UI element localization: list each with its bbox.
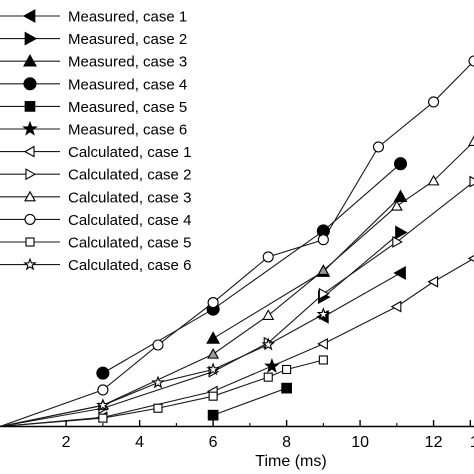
legend-label: Measured, case 2: [68, 31, 187, 48]
series-12-point-5: [261, 337, 276, 351]
series-7-point-6: [427, 275, 439, 288]
legend-label: Calculated, case 6: [68, 257, 191, 274]
series-2-point-2: [395, 225, 408, 240]
legend-label: Calculated, case 4: [68, 212, 191, 229]
legend-label: Calculated, case 2: [68, 167, 191, 184]
series-5-point-2: [281, 382, 292, 394]
legend-marker: [24, 101, 36, 112]
series-10-point-5: [262, 251, 274, 263]
series-4-point-4: [393, 157, 408, 171]
series-6-point-1: [264, 357, 280, 373]
series-11-point-4: [208, 391, 218, 401]
series-7-point-4: [317, 337, 328, 350]
legend-item: Calculated, case 1: [0, 144, 191, 161]
legend-marker: [24, 31, 38, 46]
series-9-point-7: [427, 174, 440, 186]
series-7-point-5: [390, 300, 402, 313]
series-11-point-2: [98, 413, 108, 423]
legend-marker: [23, 77, 37, 91]
legend-marker: [23, 145, 35, 158]
x-ticks: 2 4 6 8 10 12 1: [62, 420, 474, 451]
legend-item: Measured, case 3: [0, 54, 187, 71]
x-tick-label: 12: [425, 434, 443, 451]
series-9-point-4: [262, 309, 275, 320]
series-10-point-4: [207, 297, 219, 309]
series-7-point-7: [467, 254, 474, 262]
legend-item: Calculated, case 5: [0, 235, 191, 252]
series-10-point-2: [97, 384, 109, 396]
series-11-point-6: [282, 364, 292, 375]
legend-label: Measured, case 4: [68, 76, 187, 93]
series-8-point-7: [469, 175, 474, 188]
legend: Measured, case 1 Measured, case 2 Measured…: [0, 9, 191, 274]
series-12-line: [0, 313, 324, 428]
legend-marker: [24, 190, 36, 202]
series-2-line: [322, 231, 401, 298]
series-11-point-5: [263, 372, 273, 382]
series-11-point-7: [318, 355, 328, 365]
series-12-point-4: [206, 362, 220, 376]
legend-label: Measured, case 5: [68, 99, 187, 116]
series-10-point-6: [317, 234, 329, 246]
series-10-point-7: [372, 141, 385, 153]
legend-item: Measured, case 2: [0, 31, 187, 48]
legend-marker: [23, 54, 37, 67]
legend-label: Calculated, case 5: [68, 235, 191, 252]
legend-item: Calculated, case 2: [0, 167, 191, 184]
legend-item: Calculated, case 6: [0, 257, 191, 274]
series-3-point-3: [393, 189, 408, 202]
legend-label: Measured, case 6: [68, 122, 187, 139]
x-tick-label: 10: [351, 434, 369, 451]
legend-marker: [25, 168, 37, 181]
legend-marker: [24, 213, 36, 225]
legend-label: Measured, case 3: [68, 54, 187, 71]
legend-label: Calculated, case 1: [68, 144, 191, 161]
x-tick-label: 8: [282, 434, 291, 451]
x-tick-label: 2: [62, 434, 71, 451]
series-12-point-6: [316, 307, 331, 321]
plot-markers: [96, 55, 474, 424]
series-9-line: [0, 141, 474, 428]
x-tick-label: 1: [470, 434, 474, 451]
series-11-point-3: [153, 403, 163, 413]
series-10-point-9: [468, 55, 474, 67]
series-9-point-8: [468, 135, 474, 146]
legend-item: Measured, case 5: [0, 99, 187, 116]
legend-item: Calculated, case 3: [0, 189, 191, 206]
series-9-point-5: [317, 264, 330, 275]
series-5-line: [212, 387, 287, 416]
series-10-point-3: [152, 339, 164, 351]
legend-item: Measured, case 4: [0, 76, 187, 93]
series-8-point-6: [392, 235, 403, 248]
series-1-line: [323, 272, 401, 318]
legend-marker: [22, 9, 36, 23]
series-8-point-5: [318, 287, 330, 300]
series-1-point-2: [393, 266, 406, 280]
x-tick-label: 4: [135, 434, 144, 451]
x-tick-label: 6: [209, 434, 218, 451]
legend-item: Measured, case 1: [0, 9, 187, 26]
legend-marker: [25, 237, 35, 247]
series-9-point-3: [207, 347, 220, 359]
legend-item: Measured, case 6: [0, 120, 187, 139]
series-5-point-1: [207, 409, 219, 421]
series-4-point-1: [96, 366, 110, 380]
series-12-point-3: [151, 375, 165, 389]
series-12-point-2: [96, 398, 110, 412]
legend-marker: [22, 120, 38, 136]
x-axis-title: Time (ms): [255, 453, 326, 470]
series-9-point-6: [390, 199, 403, 211]
legend-marker: [23, 257, 37, 271]
legend-item: Calculated, case 4: [0, 212, 191, 229]
series-3-line: [212, 196, 401, 339]
legend-label: Calculated, case 3: [68, 189, 191, 206]
series-10-point-8: [428, 96, 440, 108]
legend-label: Measured, case 1: [68, 9, 187, 26]
series-3-point-1: [206, 331, 221, 344]
